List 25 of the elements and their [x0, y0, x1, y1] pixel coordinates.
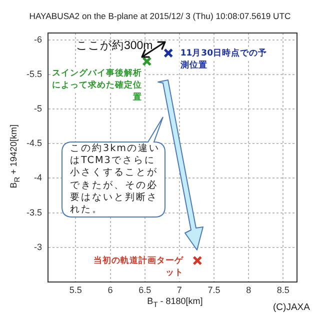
point [142, 56, 152, 66]
point [192, 256, 202, 266]
y-tick-label: -5 [34, 104, 42, 114]
y-tick-label: -3.5 [26, 207, 42, 218]
x-tick-label: 6 [108, 284, 113, 295]
x-tick-label: 8 [246, 284, 252, 295]
series-label: スイングバイ事後解析によって求めた確定位置 [52, 68, 142, 103]
x-tick-label: 8.5 [276, 284, 290, 295]
x-tick-label: 7.5 [208, 284, 220, 295]
y-tick-label: -6 [34, 34, 42, 44]
series-label: 11月30日時点での予測位置 [179, 47, 268, 70]
x-axis-title: B$_{T}$ - 8180[km] [146, 296, 204, 309]
y-tick-label: -4.5 [26, 138, 42, 148]
point [164, 48, 174, 58]
annotation: ここが約300m [76, 39, 153, 53]
text: (C)JAXA [273, 302, 310, 313]
x-tick-label: 6.5 [138, 284, 152, 295]
y-tick-label: -4 [34, 172, 42, 183]
y-tick-label: -5.5 [26, 68, 42, 79]
chart-title: HAYABUSA2 on the B-plane at 2015/12/ 3 (Thu) 10:08:07.5619 UTC [28, 11, 292, 21]
x-tick-label: 7 [176, 284, 182, 295]
annotation: この約3kmの違いはTCM3でさらに小さくすることができたが、その必要はないと判断された。 [70, 143, 162, 216]
y-tick-label: -3 [34, 242, 42, 252]
x-tick-label: 5.5 [69, 284, 82, 295]
series-label: 当初の軌道計画ターゲット [93, 254, 184, 278]
